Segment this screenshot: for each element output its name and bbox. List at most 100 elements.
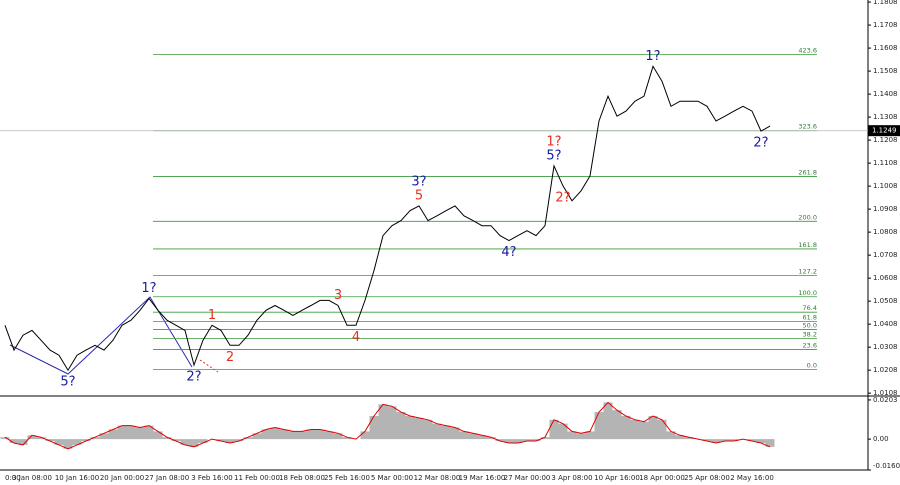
histogram-bar (90, 437, 100, 440)
histogram-bar (153, 431, 163, 440)
x-tick-label: 11 Feb 00:00 (234, 474, 280, 482)
histogram-bar (711, 439, 721, 443)
histogram-bar (333, 433, 343, 440)
y-tick-label: 1.0608 (873, 274, 898, 282)
histogram-bar (630, 419, 640, 440)
histogram-bar (144, 425, 154, 440)
histogram-bar (540, 437, 550, 440)
histogram-bar (684, 437, 694, 440)
histogram-bar (675, 435, 685, 440)
histogram-bar (450, 427, 460, 440)
histogram-bar (621, 415, 631, 440)
histogram-bar (297, 431, 307, 440)
fib-label: 76.4 (803, 304, 817, 312)
y-tick-label: 1.0208 (873, 366, 898, 374)
histogram-bar (423, 419, 433, 440)
last-price-box (868, 125, 900, 137)
fib-label: 23.6 (803, 341, 817, 349)
histogram-bar (279, 429, 289, 440)
y-tick-label: 1.1008 (873, 182, 898, 190)
histogram-bar (252, 433, 262, 440)
wave-label: 2? (753, 136, 768, 151)
histogram-bar (576, 433, 586, 440)
x-tick-label: 25 Feb 16:00 (324, 474, 370, 482)
histogram-bar (441, 425, 451, 440)
histogram-bar (72, 439, 82, 445)
wave-label: 5 (415, 188, 423, 203)
y-tick-label: -0.0160 (873, 462, 900, 470)
histogram-bar (531, 439, 541, 442)
histogram-bar (639, 421, 649, 440)
histogram-bar (612, 410, 622, 440)
x-tick-label: 3 Feb 16:00 (191, 474, 232, 482)
y-tick-label: 1.0908 (873, 205, 898, 213)
histogram-bar (567, 431, 577, 440)
histogram-bar (27, 435, 37, 440)
wave-label: 1? (645, 49, 660, 64)
y-tick-label: 1.0108 (873, 389, 898, 397)
histogram-bar (243, 437, 253, 440)
y-tick-label: 1.1108 (873, 159, 898, 167)
x-tick-label: 27 Jan 08:00 (145, 474, 189, 482)
histogram-bar (324, 431, 334, 440)
y-tick-label: 1.1308 (873, 113, 898, 121)
histogram-bar (603, 402, 613, 440)
y-tick-label: 1.1508 (873, 67, 898, 75)
wave-label: 3? (411, 174, 426, 189)
histogram-bar (396, 412, 406, 440)
histogram-bar (135, 427, 145, 440)
histogram-bar (63, 439, 73, 449)
histogram-bar (189, 439, 199, 447)
histogram-bar (747, 439, 757, 442)
histogram-bar (99, 433, 109, 440)
histogram-bar (261, 429, 271, 440)
histogram-bar (477, 435, 487, 440)
wave-line (9, 296, 193, 375)
histogram-bar (594, 412, 604, 440)
x-tick-label: 10 Apr 16:00 (594, 474, 640, 482)
wave-label: 5? (60, 375, 75, 390)
histogram-bar (558, 423, 568, 440)
histogram-bar (108, 429, 118, 440)
histogram-bar (387, 406, 397, 440)
wave-line (199, 359, 219, 373)
histogram-bar (513, 439, 523, 443)
wave-label: 5? (546, 148, 561, 163)
y-tick-label: 1.0408 (873, 320, 898, 328)
x-tick-label: 12 Mar 08:00 (414, 474, 461, 482)
histogram-bar (405, 415, 415, 440)
fib-label: 0.0 (807, 361, 817, 369)
histogram-bar (288, 431, 298, 440)
wave-label: 3 (334, 288, 342, 303)
histogram-bar (369, 415, 379, 440)
histogram-bar (171, 439, 181, 442)
fib-label: 50.0 (803, 321, 817, 329)
histogram-bar (648, 415, 658, 440)
x-tick-label: 3 Jan 08:00 (12, 474, 52, 482)
fib-label: 323.6 (798, 123, 817, 131)
y-tick-label: 1.0308 (873, 343, 898, 351)
histogram-bar (756, 439, 766, 443)
y-tick-label: 0.0203 (873, 396, 898, 404)
fib-label: 127.2 (798, 267, 817, 275)
y-tick-label: 1.1608 (873, 44, 898, 52)
histogram-bar (486, 437, 496, 440)
histogram-bar (216, 439, 226, 442)
histogram-bar (504, 439, 514, 443)
histogram-bar (765, 439, 775, 447)
histogram-bar (522, 439, 532, 442)
y-tick-label: 1.1408 (873, 90, 898, 98)
histogram-bar (0, 437, 10, 440)
fib-label: 261.8 (798, 168, 817, 176)
histogram-bar (54, 439, 64, 445)
y-tick-label: 1.1708 (873, 21, 898, 29)
x-tick-label: 18 Feb 08:00 (279, 474, 325, 482)
x-tick-label: 10 Jan 16:00 (55, 474, 99, 482)
x-tick-label: 5 Mar 00:00 (371, 474, 413, 482)
histogram-bar (81, 439, 91, 442)
histogram-bar (378, 404, 388, 440)
y-tick-label: 1.0508 (873, 297, 898, 305)
histogram-bar (360, 431, 370, 440)
x-tick-label: 20 Jan 00:00 (100, 474, 144, 482)
